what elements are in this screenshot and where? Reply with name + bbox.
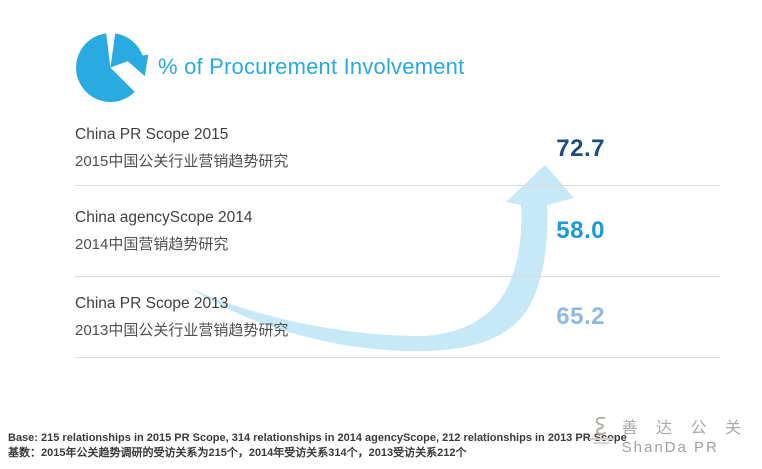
page-title: % of Procurement Involvement <box>158 54 465 79</box>
logo-name-en: ShanDa PR <box>621 439 719 456</box>
base-note: Base: 215 relationships in 2015 PR Scope… <box>8 431 627 461</box>
value-2013: 65.2 <box>556 303 605 330</box>
shanda-seal-icon <box>588 414 613 444</box>
study-list: China PR Scope 2015 2015中国公关行业营销趋势研究 72.… <box>75 112 720 358</box>
value-2015: 72.7 <box>556 134 605 162</box>
logo-names: 善 达 公 关 ShanDa PR <box>622 414 748 456</box>
study-name-en: China agencyScope 2014 <box>75 208 253 226</box>
logo-name-zh: 善 达 公 关 <box>621 420 748 437</box>
base-note-en: Base: 215 relationships in 2015 PR Scope… <box>8 432 627 444</box>
study-labels-2015: China PR Scope 2015 2015中国公关行业营销趋势研究 <box>75 126 288 171</box>
study-labels-2014: China agencyScope 2014 2014中国营销趋势研究 <box>75 209 253 254</box>
study-name-zh: 2015中国公关行业营销趋势研究 <box>75 153 289 170</box>
seal-caption-line <box>592 442 609 444</box>
study-name-en: China PR Scope 2015 <box>75 126 229 143</box>
study-name-en: China PR Scope 2013 <box>75 294 229 312</box>
base-note-zh: 基数：2015年公关趋势调研的受访关系为215个，2014年受访关系314个，2… <box>8 447 467 459</box>
study-name-zh: 2014中国营销趋势研究 <box>75 235 229 253</box>
study-name-zh: 2013中国公关行业营销趋势研究 <box>75 321 289 339</box>
data-row-2015: China PR Scope 2015 2015中国公关行业营销趋势研究 72.… <box>75 112 720 186</box>
value-2014: 58.0 <box>556 217 605 244</box>
data-row-2014: China agencyScope 2014 2014中国营销趋势研究 58.0 <box>75 186 720 277</box>
pie-chart-icon <box>76 33 149 102</box>
study-labels-2013: China PR Scope 2013 2013中国公关行业营销趋势研究 <box>75 295 288 340</box>
shanda-pr-logo: 善 达 公 关 ShanDa PR <box>588 414 748 456</box>
data-row-2013: China PR Scope 2013 2013中国公关行业营销趋势研究 65.… <box>75 277 720 358</box>
seal-caption-line <box>588 438 613 440</box>
